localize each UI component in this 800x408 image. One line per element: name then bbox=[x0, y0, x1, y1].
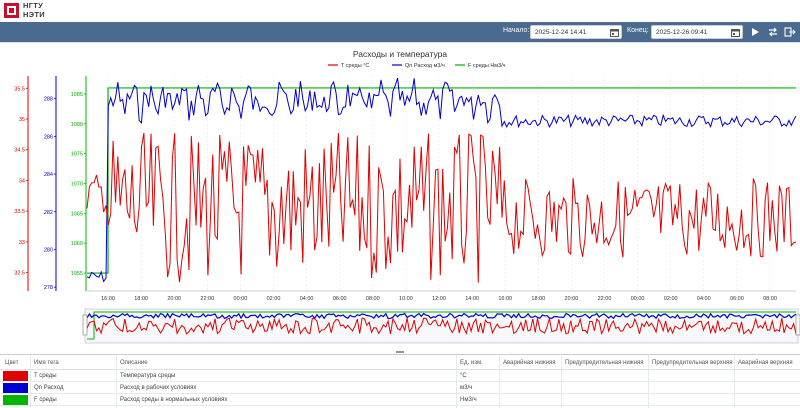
start-date-input[interactable]: 2025-12-24 14:41 bbox=[530, 25, 622, 39]
x-tick-label: 00:00 bbox=[631, 296, 645, 302]
series-line-t bbox=[86, 132, 797, 283]
navigator-handle-left bbox=[82, 314, 88, 336]
legend-item: Qn Расход м3/ч bbox=[405, 63, 445, 69]
x-tick-label: 02:00 bbox=[267, 296, 281, 302]
x-tick-label: 12:00 bbox=[432, 296, 446, 302]
col-warn-high: Предупредительная верхняя bbox=[652, 360, 733, 366]
series-line-qn bbox=[86, 77, 797, 283]
y-tick-label: 35.5 bbox=[14, 86, 25, 92]
table-row[interactable]: Qn Расход Расход в рабочих условиях м3/ч bbox=[0, 382, 800, 394]
tag-desc: Температура среды bbox=[120, 373, 176, 379]
y-tick-label: 1070 bbox=[71, 182, 83, 188]
y-tick-label: 1080 bbox=[71, 122, 83, 128]
y-tick-label: 1065 bbox=[71, 211, 83, 217]
y-tick-label: 34 bbox=[19, 178, 25, 184]
tag-unit: м3/ч bbox=[460, 385, 473, 391]
x-tick-label: 06:00 bbox=[730, 296, 744, 302]
col-tag: Имя тега bbox=[34, 360, 59, 366]
y-tick-label: 34.5 bbox=[14, 148, 25, 154]
col-desc: Описание bbox=[120, 360, 148, 366]
calendar-icon[interactable] bbox=[610, 28, 619, 37]
color-swatch bbox=[3, 395, 28, 405]
play-icon[interactable] bbox=[748, 26, 762, 38]
legend-item: T среды °C bbox=[341, 63, 369, 69]
x-tick-label: 14:00 bbox=[465, 296, 479, 302]
y-tick-label: 33.5 bbox=[14, 209, 25, 215]
top-bar: НГТУ НЭТИ bbox=[0, 0, 800, 22]
navigator-handle-right bbox=[795, 314, 800, 336]
logo-mark-icon bbox=[4, 3, 19, 18]
table-row[interactable]: T среды Температура среды °C bbox=[0, 370, 800, 382]
tag-name: F среды bbox=[34, 397, 57, 403]
chart-area: Расходы и температура T среды °C Qn Расход… bbox=[0, 42, 800, 350]
y-tick-label: 280 bbox=[44, 248, 53, 254]
y-tick-label: 1060 bbox=[71, 241, 83, 247]
start-label: Начало: bbox=[503, 27, 530, 34]
tag-desc: Расход в рабочих условиях bbox=[120, 385, 197, 391]
splitter-handle[interactable] bbox=[396, 351, 404, 353]
tag-unit: °C bbox=[460, 373, 467, 379]
trend-chart[interactable]: Расходы и температура T среды °C Qn Расход… bbox=[0, 43, 800, 351]
logo-line-2: НЭТИ bbox=[23, 9, 45, 19]
y-tick-label: 1055 bbox=[71, 271, 83, 277]
navigator-line-f bbox=[87, 311, 796, 340]
col-alarm-low: Аварийная нижняя bbox=[503, 360, 556, 366]
start-date-value: 2025-12-24 14:41 bbox=[535, 29, 587, 36]
x-tick-label: 18:00 bbox=[531, 296, 545, 302]
x-tick-label: 00:00 bbox=[234, 296, 248, 302]
y-tick-label: 33 bbox=[19, 240, 25, 246]
y-tick-label: 286 bbox=[44, 134, 53, 140]
color-swatch bbox=[3, 383, 28, 393]
col-unit: Ед. изм. bbox=[460, 360, 483, 366]
end-label: Конец: bbox=[627, 27, 649, 34]
x-tick-label: 22:00 bbox=[200, 296, 214, 302]
chart-title: Расходы и температура bbox=[353, 49, 447, 59]
x-tick-label: 16:00 bbox=[101, 296, 115, 302]
col-color: Цвет bbox=[5, 360, 19, 366]
y-tick-label: 284 bbox=[44, 172, 53, 178]
table-header: Цвет Имя тега Описание Ед. изм. Аварийна… bbox=[0, 355, 800, 370]
logo: НГТУ НЭТИ bbox=[4, 1, 64, 20]
y-tick-label: 282 bbox=[44, 210, 53, 216]
end-date-input[interactable]: 2025-12-26 09:41 bbox=[651, 25, 743, 39]
x-tick-label: 20:00 bbox=[565, 296, 579, 302]
export-icon[interactable] bbox=[783, 26, 797, 38]
navigator-line-qn bbox=[86, 312, 797, 320]
tag-name: Qn Расход bbox=[34, 385, 64, 391]
legend-item: F среды Нм3/ч bbox=[468, 63, 506, 69]
x-tick-label: 04:00 bbox=[300, 296, 314, 302]
end-date-value: 2025-12-26 09:41 bbox=[656, 29, 708, 36]
x-tick-label: 20:00 bbox=[167, 296, 181, 302]
toolbar: Начало: 2025-12-24 14:41 Конец: 2025-12-… bbox=[0, 22, 800, 42]
x-tick-label: 22:00 bbox=[598, 296, 612, 302]
navigator-line-t bbox=[86, 317, 797, 336]
table-row[interactable]: F среды Расход среды в нормальных услови… bbox=[0, 394, 800, 406]
y-tick-label: 278 bbox=[44, 285, 53, 291]
col-alarm-high: Аварийная верхняя bbox=[738, 360, 793, 366]
color-swatch bbox=[3, 371, 28, 381]
x-tick-label: 08:00 bbox=[763, 296, 777, 302]
y-tick-label: 288 bbox=[44, 97, 53, 103]
tag-desc: Расход среды в нормальных условиях bbox=[120, 397, 228, 403]
series-line-f bbox=[87, 87, 796, 274]
y-tick-label: 1075 bbox=[71, 152, 83, 158]
x-tick-label: 10:00 bbox=[399, 296, 413, 302]
y-tick-label: 32.5 bbox=[14, 271, 25, 277]
calendar-icon[interactable] bbox=[731, 28, 740, 37]
x-tick-label: 08:00 bbox=[366, 296, 380, 302]
x-tick-label: 06:00 bbox=[333, 296, 347, 302]
col-warn-low: Предупредительная нижняя bbox=[565, 360, 644, 366]
x-tick-label: 16:00 bbox=[498, 296, 512, 302]
x-tick-label: 02:00 bbox=[664, 296, 678, 302]
tag-unit: Нм3/ч bbox=[460, 397, 477, 403]
y-tick-label: 35 bbox=[19, 117, 25, 123]
x-tick-label: 04:00 bbox=[697, 296, 711, 302]
y-tick-label: 1085 bbox=[71, 92, 83, 98]
x-tick-label: 18:00 bbox=[134, 296, 148, 302]
logo-line-1: НГТУ bbox=[23, 1, 44, 10]
tags-table: Цвет Имя тега Описание Ед. изм. Аварийна… bbox=[0, 354, 800, 408]
tag-name: T среды bbox=[34, 373, 57, 379]
swap-icon[interactable] bbox=[766, 26, 780, 38]
